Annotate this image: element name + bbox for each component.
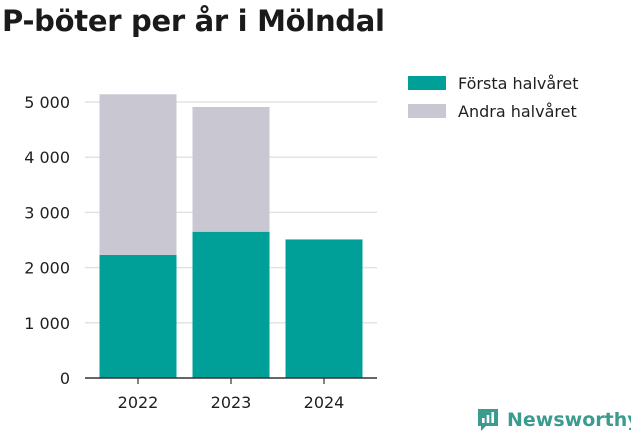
newsworthy-logo-icon bbox=[478, 409, 498, 431]
y-tick-label: 4 000 bbox=[24, 148, 70, 167]
y-tick-label: 0 bbox=[60, 369, 70, 388]
brand-name: Newsworthy bbox=[507, 409, 631, 431]
legend-label-andra: Andra halvåret bbox=[458, 101, 577, 121]
bar-2023-series-1[interactable] bbox=[192, 106, 270, 232]
y-tick-label: 1 000 bbox=[24, 314, 70, 333]
legend: Första halvåret Andra halvåret bbox=[408, 69, 579, 125]
chart-title: P-böter per år i Mölndal bbox=[2, 4, 385, 38]
bars bbox=[99, 94, 363, 378]
y-tick-label: 2 000 bbox=[24, 259, 70, 278]
brand-logo[interactable]: Newsworthy bbox=[476, 407, 631, 433]
axes: 0 1 000 2 000 3 000 4 000 5 000 2022 2023 2024 bbox=[24, 93, 377, 412]
y-tick-label: 3 000 bbox=[24, 203, 70, 222]
x-tick-label: 2022 bbox=[118, 393, 159, 412]
bar-2022-series-0[interactable] bbox=[99, 254, 177, 378]
bar-2022-series-1[interactable] bbox=[99, 94, 177, 255]
legend-label-forsta: Första halvåret bbox=[458, 73, 579, 93]
bar-2023-series-0[interactable] bbox=[192, 231, 270, 378]
legend-item-forsta[interactable]: Första halvåret bbox=[408, 69, 579, 97]
y-tick-label: 5 000 bbox=[24, 93, 70, 112]
legend-item-andra[interactable]: Andra halvåret bbox=[408, 97, 579, 125]
x-tick-label: 2023 bbox=[211, 393, 252, 412]
legend-swatch-andra bbox=[408, 104, 446, 118]
x-tick-label: 2024 bbox=[304, 393, 345, 412]
bar-2024-series-0[interactable] bbox=[285, 239, 363, 378]
legend-swatch-forsta bbox=[408, 76, 446, 90]
